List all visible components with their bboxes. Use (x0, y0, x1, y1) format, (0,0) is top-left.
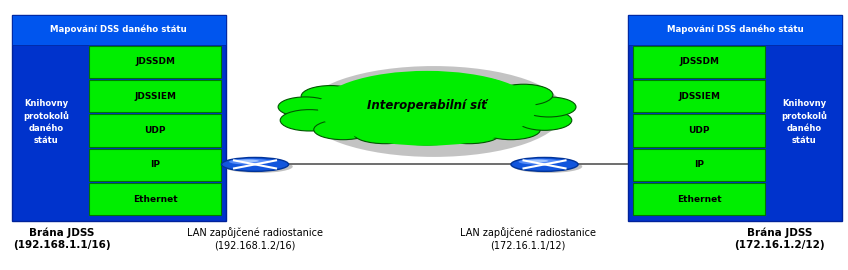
Text: LAN zapůjčené radiostanice
(172.16.1.1/12): LAN zapůjčené radiostanice (172.16.1.1/1… (460, 227, 596, 251)
Text: Brána JDSS
(192.168.1.1/16): Brána JDSS (192.168.1.1/16) (14, 227, 111, 250)
FancyBboxPatch shape (89, 80, 221, 112)
Text: IP: IP (694, 160, 704, 169)
FancyBboxPatch shape (633, 80, 766, 112)
Ellipse shape (517, 110, 572, 130)
Text: Mapování DSS daného státu: Mapování DSS daného státu (50, 25, 187, 34)
Text: Interoperabilní síť: Interoperabilní síť (367, 99, 487, 112)
FancyBboxPatch shape (89, 183, 221, 215)
FancyBboxPatch shape (89, 46, 221, 78)
Ellipse shape (393, 90, 460, 116)
FancyBboxPatch shape (89, 149, 221, 181)
Ellipse shape (446, 78, 509, 101)
Text: UDP: UDP (144, 126, 166, 135)
FancyBboxPatch shape (633, 46, 766, 78)
Text: JDSSIEM: JDSSIEM (134, 92, 176, 101)
FancyBboxPatch shape (12, 15, 226, 221)
Ellipse shape (527, 160, 549, 162)
FancyBboxPatch shape (633, 114, 766, 147)
Ellipse shape (393, 125, 460, 145)
Ellipse shape (314, 120, 372, 140)
FancyBboxPatch shape (633, 183, 766, 215)
Text: LAN zapůjčené radiostanice
(192.168.1.2/16): LAN zapůjčené radiostanice (192.168.1.2/… (187, 227, 323, 251)
FancyBboxPatch shape (89, 114, 221, 147)
Ellipse shape (278, 97, 332, 117)
Text: Ethernet: Ethernet (133, 195, 177, 204)
Ellipse shape (482, 120, 540, 140)
Text: JDSSDM: JDSSDM (135, 57, 175, 66)
Text: JDSSDM: JDSSDM (679, 57, 719, 66)
Text: IP: IP (150, 160, 160, 169)
Ellipse shape (304, 66, 564, 157)
Ellipse shape (280, 110, 339, 131)
Ellipse shape (237, 160, 259, 162)
Ellipse shape (438, 124, 500, 144)
Ellipse shape (224, 160, 293, 173)
Text: Brána JDSS
(172.16.1.2/12): Brána JDSS (172.16.1.2/12) (734, 227, 825, 250)
Ellipse shape (514, 160, 583, 173)
Ellipse shape (318, 71, 536, 146)
FancyBboxPatch shape (633, 149, 766, 181)
FancyBboxPatch shape (628, 15, 842, 45)
Ellipse shape (221, 157, 288, 171)
Ellipse shape (518, 159, 561, 165)
Text: Knihovny
protokolů
daného
státu: Knihovny protokolů daného státu (781, 99, 827, 145)
FancyBboxPatch shape (12, 15, 226, 45)
Text: JDSSIEM: JDSSIEM (678, 92, 720, 101)
Text: Ethernet: Ethernet (677, 195, 722, 204)
Ellipse shape (511, 157, 578, 171)
Ellipse shape (345, 81, 408, 104)
Text: Knihovny
protokolů
daného
státu: Knihovny protokolů daného státu (23, 99, 69, 145)
Ellipse shape (354, 124, 416, 144)
Ellipse shape (494, 84, 553, 106)
Ellipse shape (522, 97, 576, 117)
Text: Mapování DSS daného státu: Mapování DSS daného státu (667, 25, 804, 34)
Ellipse shape (301, 86, 360, 107)
FancyBboxPatch shape (628, 15, 842, 221)
Text: UDP: UDP (689, 126, 710, 135)
Ellipse shape (229, 159, 271, 165)
